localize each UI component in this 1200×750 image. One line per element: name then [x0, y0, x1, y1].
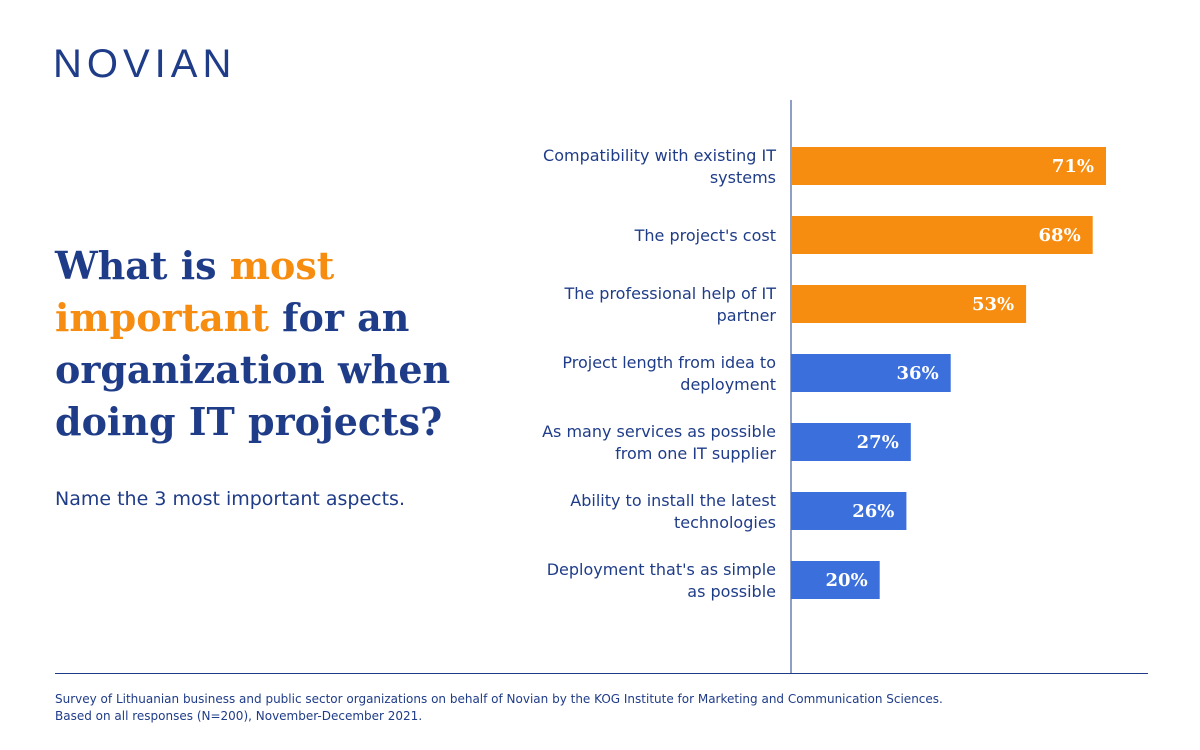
category-label-line: Project length from idea to [562, 353, 776, 372]
category-label-line: The project's cost [634, 226, 776, 245]
bar-1 [791, 147, 1106, 185]
category-label-line: partner [717, 306, 777, 325]
bar-2 [791, 216, 1093, 254]
bar-7 [791, 561, 880, 599]
bar-value-label-1: 71% [1052, 156, 1094, 177]
title-accent: most important [55, 243, 335, 340]
category-label-line: as possible [687, 582, 776, 601]
category-label-line: As many services as possible [542, 422, 776, 441]
title-part-1: What is [55, 243, 230, 288]
category-label-1: Compatibility with existing IT systems [543, 146, 776, 187]
category-label-4: Project length from idea to deployment [562, 353, 776, 394]
bar-value-label-6: 26% [852, 501, 894, 522]
category-label-line: Compatibility with existing IT [543, 146, 776, 165]
footer-source-note: Survey of Lithuanian business and public… [55, 691, 1148, 725]
footer-line-2: Based on all responses (N=200), November… [55, 709, 423, 723]
footer-line-1: Survey of Lithuanian business and public… [55, 692, 943, 706]
chart-bars: 71% Compatibility with existing IT systems… [542, 146, 1106, 601]
bar-3 [791, 285, 1027, 323]
category-label-line: deployment [680, 375, 776, 394]
subtitle: Name the 3 most important aspects. [55, 488, 405, 510]
category-label-6: Ability to install the latest technologie… [570, 491, 776, 532]
novian-logo: NOVIAN [53, 42, 237, 86]
category-label-5: As many services as possible from one IT … [542, 422, 776, 463]
category-label-line: technologies [674, 513, 776, 532]
footer-divider [55, 673, 1148, 674]
bar-value-label-2: 68% [1039, 225, 1081, 246]
category-label-3: The professional help of IT partner [563, 284, 776, 325]
page-title: What is most important for an organizati… [55, 240, 485, 448]
category-label-line: Deployment that's as simple [547, 560, 776, 579]
title-part-2: for an organization when doing IT projec… [55, 295, 451, 444]
bar-4 [791, 354, 951, 392]
bar-value-label-4: 36% [897, 363, 939, 384]
bar-value-label-7: 20% [826, 570, 868, 591]
category-label-line: from one IT supplier [615, 444, 776, 463]
category-label-line: Ability to install the latest [570, 491, 776, 510]
bar-6 [791, 492, 907, 530]
bar-5 [791, 423, 911, 461]
category-label-line: systems [710, 168, 776, 187]
bar-value-label-5: 27% [857, 432, 899, 453]
category-label-2: The project's cost [634, 226, 776, 245]
category-label-line: The professional help of IT [563, 284, 776, 303]
category-label-7: Deployment that's as simple as possible [547, 560, 776, 601]
bar-value-label-3: 53% [972, 294, 1014, 315]
